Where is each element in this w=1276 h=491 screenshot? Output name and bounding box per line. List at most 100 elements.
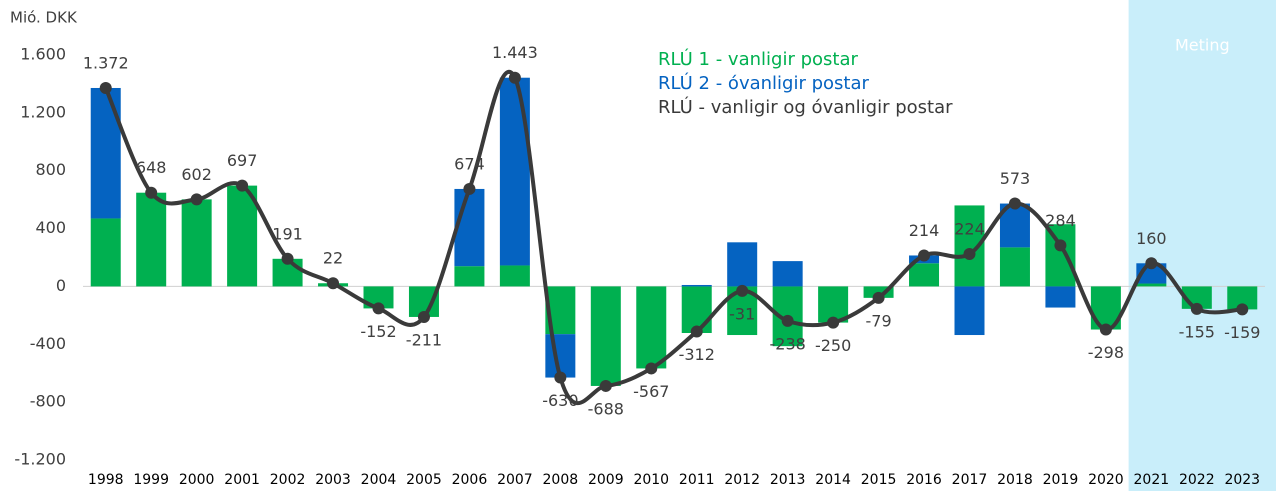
data-label: -79 (866, 311, 892, 330)
point (281, 252, 294, 265)
point (327, 277, 340, 290)
y-tick-label: -800 (30, 392, 66, 411)
bar (590, 286, 621, 386)
data-label: 1.372 (83, 53, 129, 72)
data-label: 160 (1136, 229, 1167, 248)
x-tick-label: 2016 (906, 472, 942, 488)
x-tick-label: 2020 (1088, 472, 1124, 488)
point (1054, 239, 1067, 252)
data-label: 191 (272, 224, 303, 243)
x-tick-label: 2014 (815, 472, 851, 488)
x-tick-label: 2015 (861, 472, 897, 488)
x-tick-label: 2007 (497, 472, 533, 488)
bar (818, 286, 849, 323)
x-tick-label: 2008 (543, 472, 579, 488)
data-label: -159 (1224, 323, 1260, 342)
data-label: -238 (769, 334, 805, 353)
point (1145, 257, 1158, 270)
data-label: -567 (633, 382, 669, 401)
data-label: 602 (181, 165, 212, 184)
forecast-label: Meting (1175, 36, 1230, 55)
data-label: -312 (679, 345, 715, 364)
data-label: -630 (542, 391, 578, 410)
data-label: 284 (1045, 211, 1076, 230)
y-tick-label: 1.600 (20, 45, 66, 64)
y-tick-label: 400 (35, 218, 66, 237)
data-label: -211 (406, 330, 442, 349)
data-label: -250 (815, 336, 851, 355)
bar (999, 247, 1030, 287)
point (236, 179, 249, 192)
point (1008, 197, 1021, 210)
point (1099, 323, 1112, 336)
data-label: 648 (136, 158, 167, 177)
x-tick-label: 2009 (588, 472, 624, 488)
y-tick-label: 1.200 (20, 102, 66, 121)
x-tick-label: 2012 (724, 472, 760, 488)
x-tick-label: 2011 (679, 472, 715, 488)
point (599, 379, 612, 392)
bar (1045, 286, 1076, 308)
point (1190, 302, 1203, 315)
bar (1227, 286, 1258, 310)
bar (454, 266, 485, 287)
bar (181, 199, 212, 287)
data-label: 674 (454, 154, 485, 173)
bar (454, 188, 485, 267)
point (1236, 303, 1249, 316)
bar (681, 284, 712, 287)
data-label: -31 (729, 304, 755, 323)
data-label: 1.443 (492, 43, 538, 62)
point (690, 325, 703, 338)
x-tick-label: 2003 (315, 472, 351, 488)
data-label: 214 (909, 221, 940, 240)
x-tick-label: 2019 (1043, 472, 1079, 488)
legend-entry: RLÚ 1 - vanligir postar (658, 48, 858, 70)
point (463, 182, 476, 195)
bar (909, 263, 940, 287)
data-label: 697 (227, 151, 258, 170)
point (554, 371, 567, 384)
x-tick-label: 2000 (179, 472, 215, 488)
point (508, 71, 521, 84)
legend-entry: RLÚ - vanligir og óvanligir postar (658, 96, 953, 118)
line (103, 69, 1243, 406)
bar (681, 286, 712, 334)
point (417, 310, 430, 323)
y-tick-label: -400 (30, 334, 66, 353)
x-tick-label: 2022 (1179, 472, 1215, 488)
x-tick-label: 1998 (88, 472, 124, 488)
x-tick-label: 2004 (361, 472, 397, 488)
bar (727, 242, 758, 287)
data-label: -152 (360, 322, 396, 341)
bar (499, 77, 530, 266)
data-label: 224 (954, 220, 985, 239)
data-label: -298 (1088, 343, 1124, 362)
legend-entry: RLÚ 2 - óvanligir postar (658, 72, 869, 94)
point (190, 193, 203, 206)
y-tick-label: 800 (35, 160, 66, 179)
forecast-region (1128, 0, 1276, 491)
data-label: -155 (1179, 322, 1215, 341)
bar (772, 261, 803, 287)
bar (636, 286, 667, 369)
bar (499, 265, 530, 287)
x-tick-label: 2018 (997, 472, 1033, 488)
x-tick-label: 2002 (270, 472, 306, 488)
x-tick-label: 1999 (133, 472, 169, 488)
x-tick-label: 2023 (1224, 472, 1260, 488)
data-label: -688 (588, 399, 624, 418)
x-tick-label: 2005 (406, 472, 442, 488)
bar (227, 185, 258, 287)
x-tick-label: 2006 (452, 472, 488, 488)
point (645, 362, 658, 375)
unit-label: Mió. DKK (10, 9, 78, 27)
point (99, 81, 112, 94)
data-label: 22 (323, 249, 343, 268)
bar (1136, 283, 1167, 287)
point (872, 291, 885, 304)
x-tick-label: 2021 (1134, 472, 1170, 488)
y-tick-label: 0 (56, 276, 66, 295)
y-tick-label: -1.200 (14, 450, 66, 469)
